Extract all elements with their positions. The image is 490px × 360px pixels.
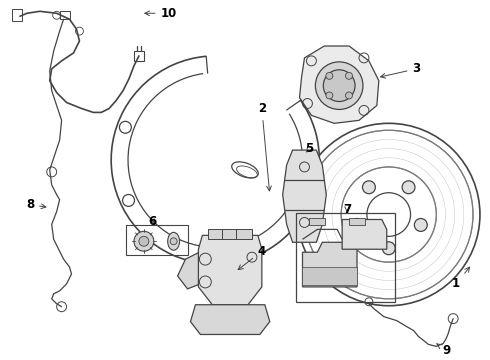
Polygon shape	[299, 46, 379, 123]
Circle shape	[345, 72, 352, 79]
Bar	[126, 225, 188, 255]
Polygon shape	[310, 217, 325, 225]
Text: 6: 6	[148, 215, 157, 228]
Circle shape	[316, 62, 363, 109]
Circle shape	[402, 181, 415, 194]
Text: 7: 7	[343, 203, 351, 216]
Circle shape	[326, 72, 333, 79]
Polygon shape	[349, 217, 365, 225]
Circle shape	[350, 219, 363, 231]
Text: 9: 9	[437, 344, 450, 357]
Text: 4: 4	[238, 245, 266, 270]
Text: 8: 8	[26, 198, 46, 211]
Circle shape	[139, 236, 149, 246]
Text: 5: 5	[305, 141, 314, 154]
Polygon shape	[302, 242, 357, 287]
Text: 1: 1	[452, 267, 469, 291]
Polygon shape	[191, 305, 270, 334]
Bar	[134, 51, 144, 61]
Bar	[12, 9, 22, 21]
Circle shape	[363, 181, 375, 194]
Text: 3: 3	[381, 62, 420, 78]
Ellipse shape	[170, 238, 177, 245]
Bar	[302, 267, 357, 285]
Text: 2: 2	[258, 102, 271, 191]
Circle shape	[345, 92, 352, 99]
Bar	[60, 11, 70, 19]
Circle shape	[382, 242, 395, 255]
Circle shape	[323, 70, 355, 102]
Text: 10: 10	[145, 7, 177, 20]
Circle shape	[134, 231, 154, 251]
Circle shape	[415, 219, 427, 231]
Bar	[236, 229, 252, 239]
Polygon shape	[342, 220, 387, 249]
Bar	[208, 229, 224, 239]
Bar	[222, 229, 238, 239]
Bar	[295, 212, 394, 302]
Circle shape	[326, 92, 333, 99]
Ellipse shape	[168, 232, 179, 250]
Polygon shape	[177, 249, 210, 289]
Polygon shape	[198, 235, 262, 305]
Polygon shape	[283, 150, 326, 242]
